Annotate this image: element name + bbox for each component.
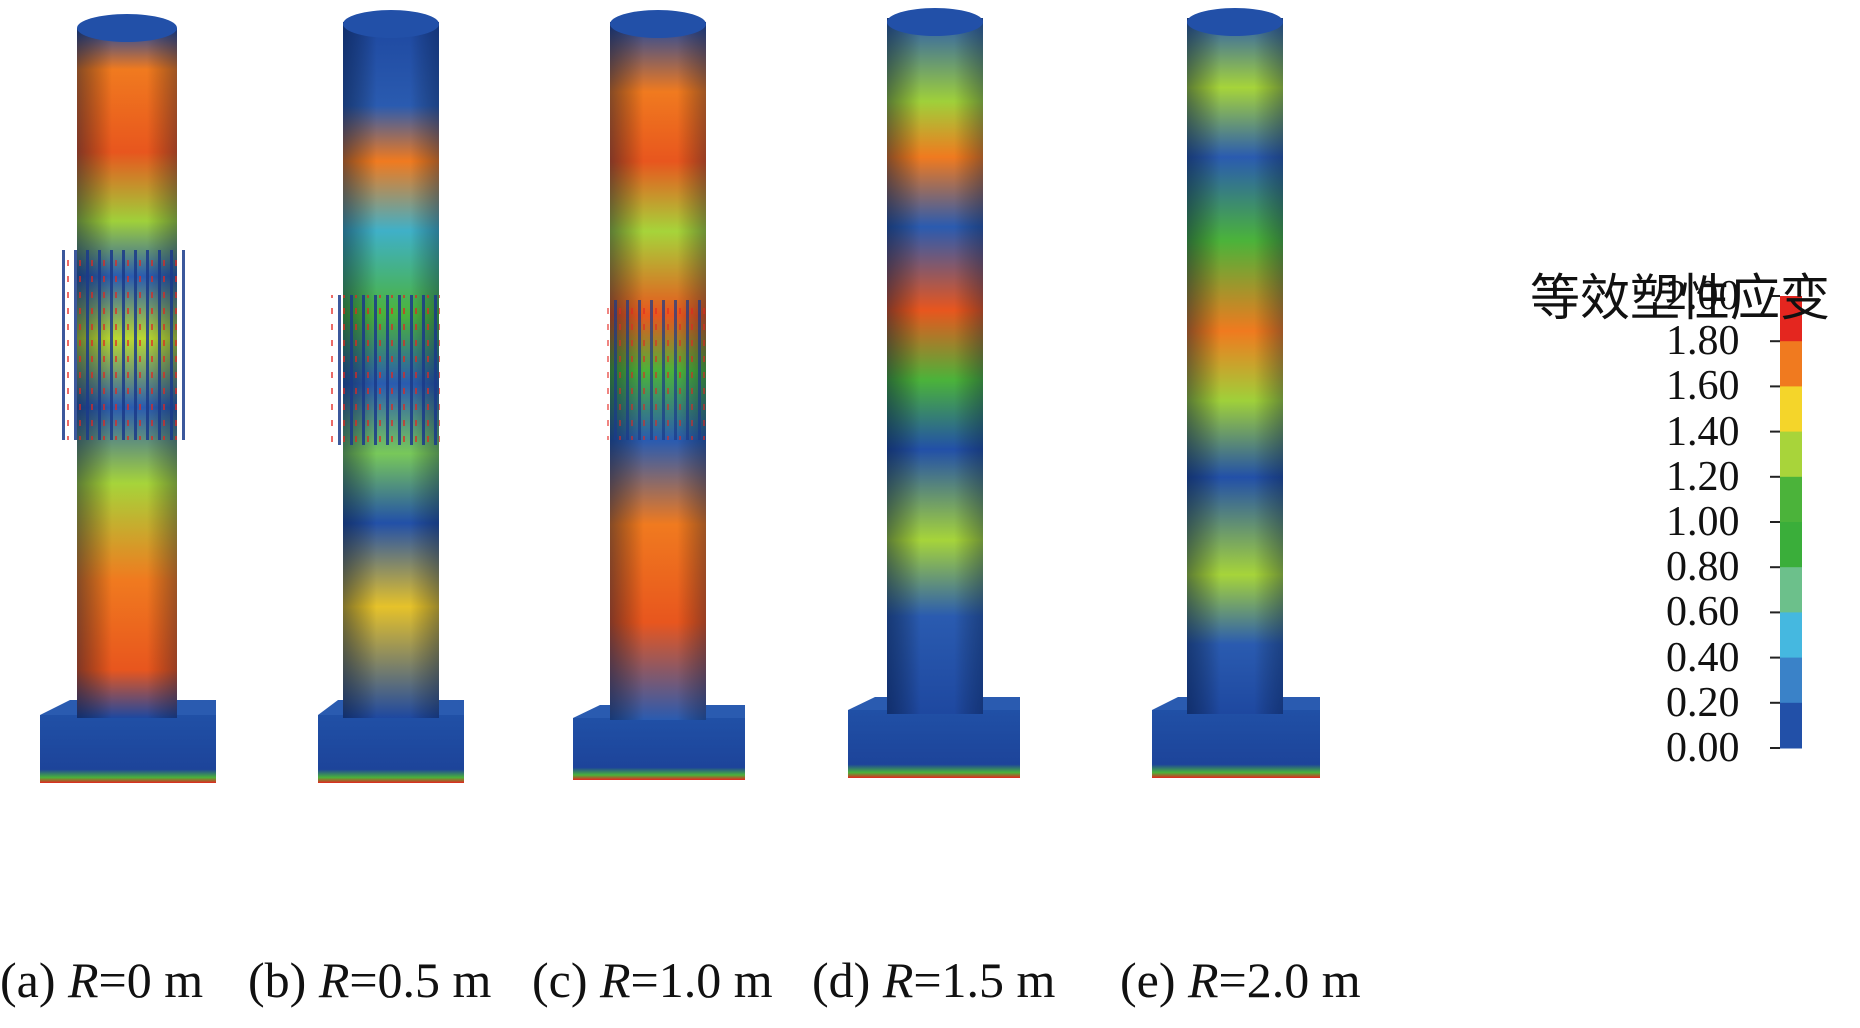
legend-swatch	[1780, 341, 1802, 387]
legend-tick-label: 0.60	[1666, 589, 1740, 636]
legend-swatch	[1780, 476, 1802, 523]
legend-swatch	[1780, 657, 1802, 704]
column-b-model	[318, 10, 464, 783]
legend-swatch	[1780, 296, 1802, 342]
legend-tick-label: 0.20	[1666, 679, 1740, 726]
legend-tick-label: 1.40	[1666, 408, 1740, 455]
legend-tick-label: 1.60	[1666, 363, 1740, 410]
legend-tick-label: 2.00	[1666, 273, 1740, 319]
legend-swatch	[1780, 522, 1802, 568]
legend-tick-label: 0.80	[1666, 544, 1740, 591]
caption-c: (c) R=1.0 m	[532, 952, 773, 1008]
legend-tick-label: 1.20	[1666, 453, 1740, 500]
caption-e: (e) R=2.0 m	[1120, 952, 1361, 1008]
legend-swatch	[1780, 612, 1802, 659]
caption-a: (a) R=0 m	[0, 952, 204, 1008]
legend-swatch	[1780, 386, 1802, 433]
legend-swatch	[1780, 702, 1802, 749]
column-d-model	[848, 8, 1020, 778]
legend-swatch	[1780, 567, 1802, 613]
caption-d: (d) R=1.5 m	[812, 952, 1056, 1008]
legend-swatch	[1780, 431, 1802, 478]
legend-tick-label: 1.00	[1666, 499, 1740, 545]
legend-color-bar	[1770, 295, 1802, 749]
legend-title: 等效塑性应变	[1530, 270, 1830, 326]
legend-tick-label: 1.80	[1666, 318, 1740, 365]
caption-b: (b) R=0.5 m	[248, 952, 492, 1008]
column-e-model	[1152, 8, 1320, 778]
legend-tick-label: 0.00	[1666, 725, 1740, 771]
column-c-model	[573, 10, 745, 780]
column-a-model	[40, 14, 216, 783]
legend-tick-label: 0.40	[1666, 634, 1740, 681]
